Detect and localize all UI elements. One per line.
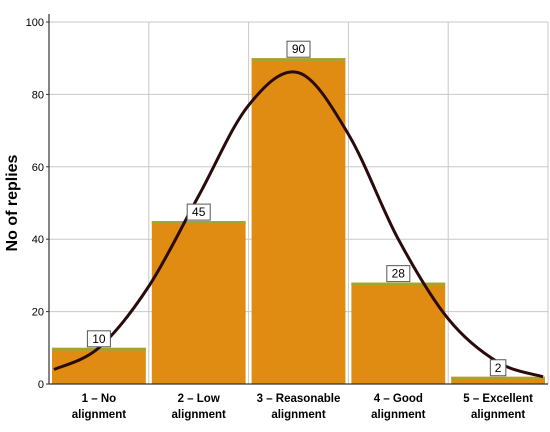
x-tick-label: 3 – Reasonable alignment (257, 393, 341, 421)
x-tick-label-line: 4 – Good (374, 393, 423, 405)
y-tick-label: 80 (32, 89, 44, 101)
data-label: 10 (92, 332, 106, 346)
y-tick-label: 20 (32, 307, 44, 319)
bar (251, 58, 346, 384)
x-tick-label: 2 – Low alignment (172, 393, 226, 421)
y-axis-label: No of replies (4, 154, 21, 251)
data-label: 28 (392, 267, 406, 281)
x-tick-label-line: alignment (471, 409, 525, 421)
x-tick-label-line: 2 – Low (178, 393, 220, 405)
data-label-box (86, 330, 111, 348)
bar-top-edge (451, 376, 545, 380)
data-label-box (489, 359, 507, 377)
x-tick-label-line: 3 – Reasonable (257, 393, 341, 405)
y-tick-label: 100 (26, 17, 44, 29)
data-label-box (386, 265, 411, 283)
data-label: 45 (192, 205, 206, 219)
data-label-box (186, 203, 211, 221)
x-tick-label: 4 – Good alignment (371, 393, 425, 421)
x-tick-label: 5 – Excellent alignment (463, 393, 533, 421)
y-tick-label: 40 (32, 234, 44, 246)
x-tick-label-line: 1 – No (82, 393, 117, 405)
x-tick-label-line: alignment (72, 409, 126, 421)
x-tick-label: 1 – No alignment (72, 393, 126, 421)
data-label: 2 (495, 361, 502, 375)
y-tick-label: 60 (32, 162, 44, 174)
y-tick-label: 0 (38, 379, 44, 391)
data-label-box (286, 40, 311, 58)
x-tick-label-line: alignment (371, 409, 425, 421)
x-tick-label-line: alignment (172, 409, 226, 421)
data-label: 90 (292, 42, 306, 56)
bar (351, 282, 446, 384)
bar (151, 221, 246, 384)
bar (451, 376, 545, 384)
x-tick-label-line: 5 – Excellent (463, 393, 533, 405)
x-tick-label-line: alignment (271, 409, 325, 421)
bar-top-edge (251, 58, 346, 62)
bar-top-edge (351, 282, 446, 286)
normal-curve (53, 70, 544, 379)
bar-top-edge (151, 221, 246, 225)
